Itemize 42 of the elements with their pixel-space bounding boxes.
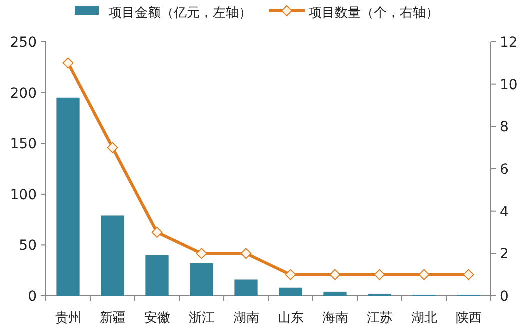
legend-label: 项目金额（亿元，左轴） — [109, 6, 252, 21]
x-tick-label: 海南 — [322, 311, 348, 326]
bar — [279, 288, 302, 296]
point — [374, 269, 386, 280]
y2-tick-label: 6 — [500, 162, 509, 178]
y-tick-label: 0 — [28, 289, 37, 305]
point — [62, 58, 74, 69]
x-tick-label: 新疆 — [100, 311, 126, 326]
bar — [101, 216, 124, 296]
x-tick-label: 浙江 — [188, 311, 215, 326]
x-tick-label: 安徽 — [144, 310, 170, 326]
point — [418, 269, 430, 280]
y2-tick-label: 2 — [500, 246, 509, 263]
y2-tick-label: 4 — [500, 204, 509, 220]
bar — [56, 98, 80, 296]
point — [107, 142, 118, 154]
bar — [190, 263, 214, 296]
bar — [146, 255, 169, 296]
point — [330, 269, 341, 280]
x-tick-label: 湖北 — [411, 311, 438, 326]
point — [285, 269, 296, 280]
x-tick-label: 陕西 — [456, 311, 482, 326]
y-tick-label: 200 — [10, 86, 37, 102]
point — [196, 248, 208, 260]
y-tick-label: 150 — [10, 136, 37, 153]
bar — [234, 280, 258, 296]
x-tick-label: 江苏 — [366, 311, 393, 326]
y2-tick-label: 0 — [500, 289, 509, 305]
x-tick-label: 山东 — [278, 311, 304, 326]
y-tick-label: 50 — [19, 238, 37, 254]
legend-label: 项目数量（个，右轴） — [309, 6, 439, 21]
x-tick-label: 湖南 — [233, 311, 260, 326]
x-tick-label: 贵州 — [55, 311, 82, 326]
y2-tick-label: 12 — [500, 35, 518, 51]
y2-tick-label: 8 — [500, 120, 509, 136]
point — [463, 269, 474, 280]
point — [152, 227, 163, 238]
point — [240, 248, 252, 260]
y2-tick-label: 10 — [500, 77, 518, 94]
y-tick-label: 250 — [10, 35, 37, 51]
bar — [324, 292, 347, 296]
y-tick-label: 100 — [10, 187, 37, 204]
